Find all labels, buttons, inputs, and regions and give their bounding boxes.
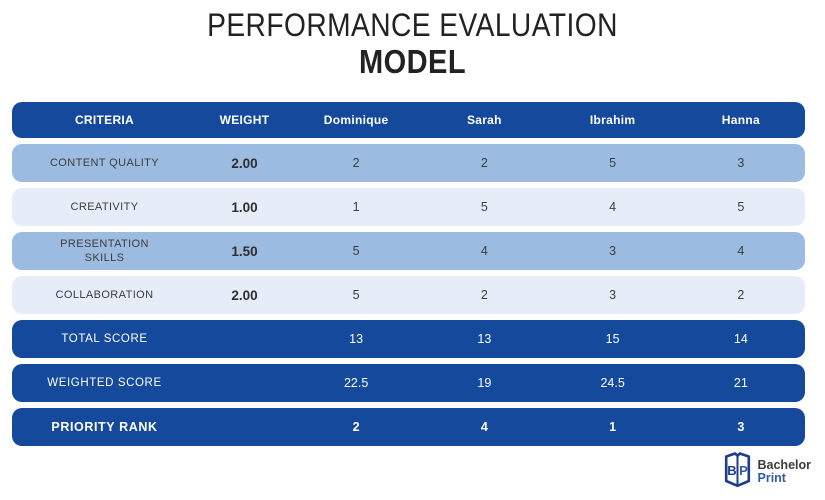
table-row-total-score: TOTAL SCORE 13 13 15 14 <box>12 320 805 358</box>
page-subtitle: MODEL <box>358 43 467 80</box>
summary-value: 24.5 <box>600 376 625 390</box>
table-row-creativity: CREATIVITY 1.00 1 5 4 5 <box>12 188 805 226</box>
criteria-label: CREATIVITY <box>70 200 139 213</box>
svg-text:B: B <box>727 463 736 478</box>
summary-value: 13 <box>477 332 492 346</box>
summary-label: PRIORITY RANK <box>51 420 158 434</box>
evaluation-table: CRITERIA WEIGHT Dominique Sarah Ibrahim … <box>12 102 805 452</box>
summary-value: 2 <box>352 420 360 434</box>
brand-logo: B P Bachelor Print <box>724 452 812 492</box>
score-cell: 5 <box>609 156 617 170</box>
criteria-label: COLLABORATION <box>55 288 154 301</box>
score-cell: 3 <box>609 244 617 258</box>
column-header-sarah: Sarah <box>466 113 502 127</box>
score-cell: 2 <box>737 288 745 302</box>
summary-value: 19 <box>477 376 492 390</box>
criteria-label: CONTENT QUALITY <box>49 156 160 169</box>
table-row-collaboration: COLLABORATION 2.00 5 2 3 2 <box>12 276 805 314</box>
table-header-row: CRITERIA WEIGHT Dominique Sarah Ibrahim … <box>12 102 805 138</box>
column-header-hanna: Hanna <box>721 113 760 127</box>
summary-value: 22.5 <box>343 376 369 390</box>
summary-value: 15 <box>605 332 620 346</box>
summary-label: WEIGHTED SCORE <box>47 377 162 389</box>
bachelorprint-open-book-icon: B P <box>724 452 751 492</box>
weight-cell: 1.00 <box>231 199 258 215</box>
title-block: PERFORMANCE EVALUATION MODEL <box>0 6 825 80</box>
weight-cell: 1.50 <box>231 243 258 259</box>
page-title: PERFORMANCE EVALUATION <box>207 7 618 43</box>
summary-value: 3 <box>737 420 745 434</box>
table-row-priority-rank: PRIORITY RANK 2 4 1 3 <box>12 408 805 446</box>
summary-value: 13 <box>349 332 364 346</box>
score-cell: 4 <box>609 200 617 214</box>
score-cell: 2 <box>352 156 360 170</box>
score-cell: 4 <box>737 244 745 258</box>
score-cell: 2 <box>480 156 488 170</box>
table-row-presentation-skills: PRESENTATION SKILLS 1.50 5 4 3 4 <box>12 232 805 270</box>
score-cell: 2 <box>480 288 488 302</box>
column-header-ibrahim: Ibrahim <box>589 113 636 127</box>
column-header-criteria: CRITERIA <box>74 113 135 127</box>
table-row-content-quality: CONTENT QUALITY 2.00 2 2 5 3 <box>12 144 805 182</box>
score-cell: 1 <box>352 200 360 214</box>
score-cell: 4 <box>480 244 488 258</box>
score-cell: 5 <box>352 288 360 302</box>
summary-value: 21 <box>733 376 748 390</box>
svg-text:P: P <box>739 463 748 478</box>
brand-name-bachelor: Bachelor <box>757 458 812 472</box>
criteria-label: PRESENTATION SKILLS <box>60 237 149 264</box>
criteria-cell: COLLABORATION <box>12 288 197 302</box>
score-cell: 3 <box>609 288 617 302</box>
summary-label: TOTAL SCORE <box>61 333 148 345</box>
summary-value: 4 <box>480 420 488 434</box>
weight-cell: 2.00 <box>231 155 258 171</box>
criteria-cell: PRESENTATION SKILLS <box>12 237 197 266</box>
score-cell: 5 <box>480 200 488 214</box>
table-row-weighted-score: WEIGHTED SCORE 22.5 19 24.5 21 <box>12 364 805 402</box>
weight-cell: 2.00 <box>231 287 258 303</box>
brand-name-print: Print <box>757 471 786 485</box>
column-header-weight: WEIGHT <box>219 113 270 127</box>
column-header-dominique: Dominique <box>323 113 389 127</box>
brand-text: Bachelor Print <box>758 459 812 485</box>
score-cell: 5 <box>352 244 360 258</box>
criteria-cell: CREATIVITY <box>12 200 197 214</box>
summary-value: 1 <box>609 420 617 434</box>
criteria-cell: CONTENT QUALITY <box>12 156 197 170</box>
score-cell: 3 <box>737 156 745 170</box>
summary-value: 14 <box>733 332 748 346</box>
score-cell: 5 <box>737 200 745 214</box>
